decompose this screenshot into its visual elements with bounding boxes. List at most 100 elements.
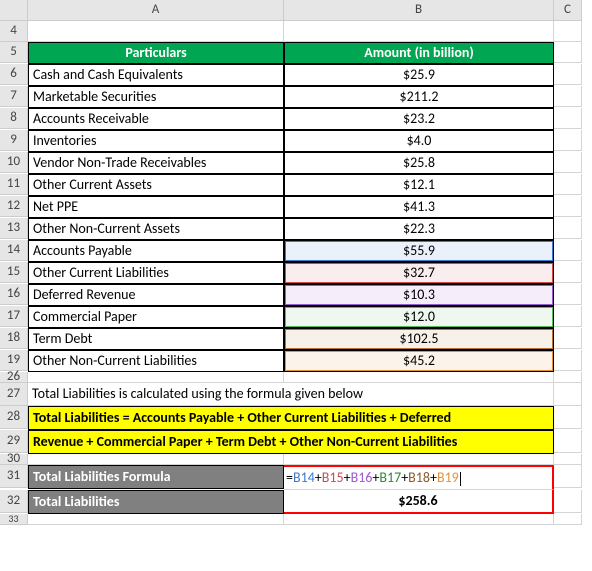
- cell-C19[interactable]: [554, 350, 582, 371]
- total-value[interactable]: $258.6: [284, 490, 554, 514]
- value-12[interactable]: $41.3: [284, 196, 554, 218]
- cell-C4[interactable]: [554, 21, 582, 42]
- label-18[interactable]: Term Debt: [28, 328, 284, 350]
- label-11[interactable]: Other Current Assets: [28, 174, 284, 196]
- value-19[interactable]: $45.2: [284, 350, 554, 372]
- value-6[interactable]: $25.9: [284, 64, 554, 86]
- row-18[interactable]: 18: [0, 328, 28, 349]
- cell-C14[interactable]: [554, 240, 582, 261]
- cell-C31[interactable]: [554, 465, 582, 488]
- row-5[interactable]: 5: [0, 42, 28, 63]
- cell-C9[interactable]: [554, 130, 582, 151]
- value-10[interactable]: $25.8: [284, 152, 554, 174]
- row-32[interactable]: 32: [0, 490, 28, 513]
- cell-A30[interactable]: [28, 454, 284, 465]
- row-30[interactable]: 30: [0, 454, 28, 465]
- value-16[interactable]: $10.3: [284, 284, 554, 306]
- cell-C16[interactable]: [554, 284, 582, 305]
- result-label-total[interactable]: Total Liabilities: [28, 490, 284, 514]
- header-particulars[interactable]: Particulars: [28, 42, 284, 64]
- row-13[interactable]: 13: [0, 218, 28, 239]
- cell-C10[interactable]: [554, 152, 582, 173]
- row-26[interactable]: 26: [0, 372, 28, 383]
- row-33[interactable]: 33: [0, 514, 28, 525]
- cell-B26[interactable]: [284, 372, 554, 383]
- cell-C32[interactable]: [554, 490, 582, 513]
- row-12[interactable]: 12: [0, 196, 28, 217]
- row-29[interactable]: 29: [0, 430, 28, 453]
- col-B[interactable]: B: [284, 0, 554, 21]
- result-label-formula[interactable]: Total Liabilities Formula: [28, 465, 284, 489]
- label-19[interactable]: Other Non-Current Liabilities: [28, 350, 284, 372]
- label-10[interactable]: Vendor Non-Trade Receivables: [28, 152, 284, 174]
- label-12[interactable]: Net PPE: [28, 196, 284, 218]
- value-17[interactable]: $12.0: [284, 306, 554, 328]
- label-16[interactable]: Deferred Revenue: [28, 284, 284, 306]
- cell-A4[interactable]: [28, 21, 284, 42]
- cell-C26[interactable]: [554, 372, 582, 383]
- label-6[interactable]: Cash and Cash Equivalents: [28, 64, 284, 86]
- corner: [0, 0, 28, 21]
- ref-B15: B15: [322, 469, 344, 486]
- col-A[interactable]: A: [28, 0, 284, 21]
- value-9[interactable]: $4.0: [284, 130, 554, 152]
- label-14[interactable]: Accounts Payable: [28, 240, 284, 262]
- row-19[interactable]: 19: [0, 350, 28, 371]
- cell-C33[interactable]: [554, 514, 582, 525]
- header-amount[interactable]: Amount (in billion): [284, 42, 554, 64]
- cell-C5[interactable]: [554, 42, 582, 63]
- ref-B14: B14: [293, 469, 315, 486]
- cell-C7[interactable]: [554, 86, 582, 107]
- label-15[interactable]: Other Current Liabilities: [28, 262, 284, 284]
- note-text: Total Liabilities is calculated using th…: [28, 383, 554, 406]
- row-7[interactable]: 7: [0, 86, 28, 107]
- row-4[interactable]: 4: [0, 21, 28, 42]
- formula-desc-29: Revenue + Commercial Paper + Term Debt +…: [28, 430, 554, 454]
- cell-C30[interactable]: [554, 454, 582, 465]
- row-31[interactable]: 31: [0, 465, 28, 488]
- value-14[interactable]: $55.9: [284, 240, 554, 262]
- cell-C11[interactable]: [554, 174, 582, 195]
- cell-C6[interactable]: [554, 64, 582, 85]
- formula-cell[interactable]: =B14+B15+B16+B17+B18+B19: [284, 465, 554, 490]
- label-17[interactable]: Commercial Paper: [28, 306, 284, 328]
- cell-C13[interactable]: [554, 218, 582, 239]
- cell-C12[interactable]: [554, 196, 582, 217]
- cell-B30[interactable]: [284, 454, 554, 465]
- row-16[interactable]: 16: [0, 284, 28, 305]
- value-8[interactable]: $23.2: [284, 108, 554, 130]
- row-8[interactable]: 8: [0, 108, 28, 129]
- row-15[interactable]: 15: [0, 262, 28, 283]
- cell-B4[interactable]: [284, 21, 554, 42]
- cell-C29[interactable]: [554, 430, 582, 453]
- cell-C18[interactable]: [554, 328, 582, 349]
- cell-C8[interactable]: [554, 108, 582, 129]
- spreadsheet: ABC 45ParticularsAmount (in billion) 6Cash…: [0, 0, 592, 525]
- col-C[interactable]: C: [554, 0, 582, 21]
- row-27[interactable]: 27: [0, 383, 28, 406]
- value-11[interactable]: $12.1: [284, 174, 554, 196]
- cell-C28[interactable]: [554, 406, 582, 429]
- cell-B33[interactable]: [284, 514, 554, 525]
- text-cursor: [460, 472, 461, 486]
- row-14[interactable]: 14: [0, 240, 28, 261]
- label-9[interactable]: Inventories: [28, 130, 284, 152]
- row-9[interactable]: 9: [0, 130, 28, 151]
- value-7[interactable]: $211.2: [284, 86, 554, 108]
- row-10[interactable]: 10: [0, 152, 28, 173]
- cell-A26[interactable]: [28, 372, 284, 383]
- cell-C27[interactable]: [554, 383, 582, 406]
- label-13[interactable]: Other Non-Current Assets: [28, 218, 284, 240]
- label-7[interactable]: Marketable Securities: [28, 86, 284, 108]
- label-8[interactable]: Accounts Receivable: [28, 108, 284, 130]
- cell-C15[interactable]: [554, 262, 582, 283]
- value-18[interactable]: $102.5: [284, 328, 554, 350]
- value-13[interactable]: $22.3: [284, 218, 554, 240]
- row-28[interactable]: 28: [0, 406, 28, 429]
- value-15[interactable]: $32.7: [284, 262, 554, 284]
- cell-A33[interactable]: [28, 514, 284, 525]
- row-11[interactable]: 11: [0, 174, 28, 195]
- cell-C17[interactable]: [554, 306, 582, 327]
- row-6[interactable]: 6: [0, 64, 28, 85]
- row-17[interactable]: 17: [0, 306, 28, 327]
